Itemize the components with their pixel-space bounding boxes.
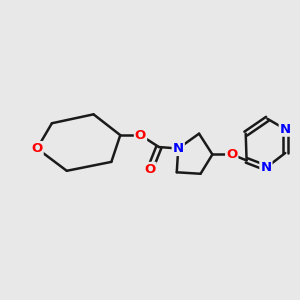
Text: O: O [135,129,146,142]
Text: N: N [173,142,184,155]
Text: O: O [144,163,156,176]
Text: O: O [226,148,237,161]
Text: N: N [260,161,272,174]
Text: N: N [280,123,291,136]
Text: O: O [32,142,43,155]
